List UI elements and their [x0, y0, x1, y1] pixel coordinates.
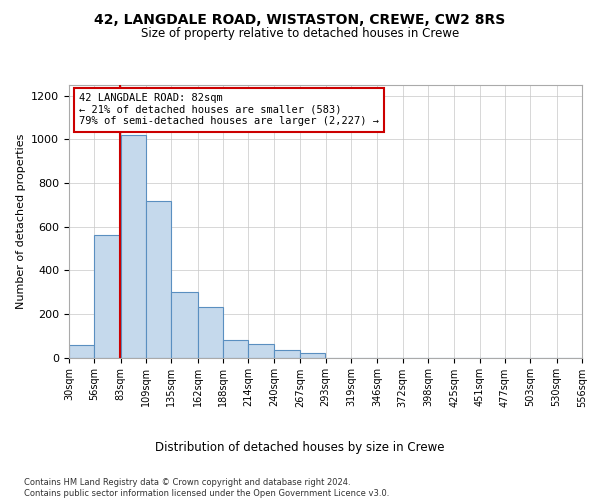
- Bar: [223, 340, 248, 357]
- Text: Contains HM Land Registry data © Crown copyright and database right 2024.
Contai: Contains HM Land Registry data © Crown c…: [24, 478, 389, 498]
- Bar: [69, 345, 94, 358]
- Bar: [121, 135, 146, 358]
- Bar: [198, 308, 223, 358]
- Bar: [300, 353, 325, 358]
- Text: Size of property relative to detached houses in Crewe: Size of property relative to detached ho…: [141, 28, 459, 40]
- Bar: [248, 344, 274, 358]
- Bar: [172, 292, 198, 358]
- Bar: [94, 236, 121, 358]
- Y-axis label: Number of detached properties: Number of detached properties: [16, 134, 26, 309]
- Text: Distribution of detached houses by size in Crewe: Distribution of detached houses by size …: [155, 441, 445, 454]
- Bar: [146, 200, 172, 358]
- Text: 42 LANGDALE ROAD: 82sqm
← 21% of detached houses are smaller (583)
79% of semi-d: 42 LANGDALE ROAD: 82sqm ← 21% of detache…: [79, 93, 379, 126]
- Text: 42, LANGDALE ROAD, WISTASTON, CREWE, CW2 8RS: 42, LANGDALE ROAD, WISTASTON, CREWE, CW2…: [94, 12, 506, 26]
- Bar: [274, 350, 300, 358]
